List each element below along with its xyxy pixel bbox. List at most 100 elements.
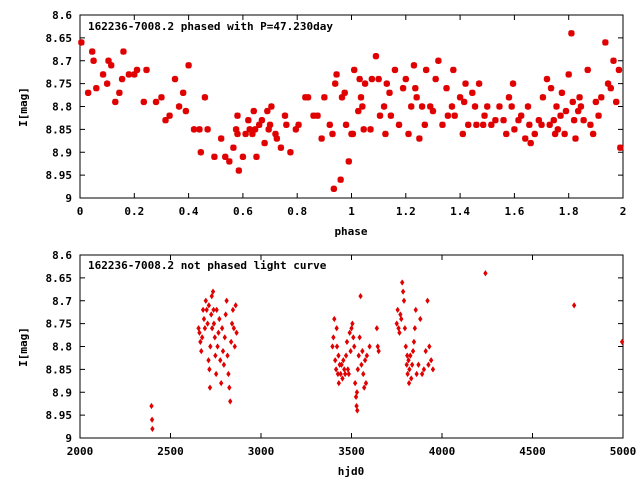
data-point [522,135,529,142]
data-point [229,320,235,327]
data-point [368,75,376,83]
data-point [223,311,228,318]
data-point [460,98,468,106]
data-point [277,144,285,151]
data-point [362,384,367,391]
data-point [333,71,340,78]
data-point [571,302,577,309]
data-point [400,279,405,286]
data-point [226,370,231,378]
data-point [421,366,427,373]
data-point [429,107,437,115]
data-point [357,94,365,101]
data-point [333,357,338,364]
data-point [342,121,350,128]
data-point [356,75,363,83]
data-point [517,112,525,119]
data-point [399,315,404,323]
data-point [206,302,212,309]
x-tick-label: 3500 [338,445,365,458]
data-point [347,329,352,336]
data-point [443,85,450,92]
data-point [224,297,229,304]
data-point [346,370,351,378]
data-point [412,85,419,92]
data-point [166,112,173,119]
data-point [414,370,419,378]
data-point [230,144,237,151]
data-point [354,389,360,396]
data-point [197,149,205,156]
x-tick-label: 0.2 [124,205,144,218]
data-point [216,329,221,336]
data-point [90,57,97,64]
data-point [361,80,369,87]
data-point [359,361,364,368]
data-point [375,75,382,83]
data-point [340,375,345,382]
data-point [432,75,439,83]
data-point [143,66,150,74]
data-point [553,103,560,110]
data-point [149,402,154,410]
data-point [93,85,100,92]
data-point [416,135,423,142]
data-point [358,293,363,300]
data-point [84,89,92,96]
y-tick-label: 8.85 [46,123,73,136]
data-point [568,30,575,37]
data-point [508,103,515,110]
data-point [488,121,495,128]
x-tick-label: 5000 [610,445,637,458]
data-point [342,366,347,373]
data-point [483,270,488,277]
data-point [444,112,452,119]
data-point [531,130,538,138]
data-point [354,402,359,410]
data-point [418,315,423,323]
data-point [198,338,203,346]
data-point [406,379,412,387]
data-point [230,306,236,314]
data-point [208,343,213,350]
data-point [310,112,317,119]
data-point [357,334,362,341]
data-point [246,126,253,133]
y-axis-ticks: 8.6 8.65 8.7 8.75 8.8 8.85 8.9 8.95 9 [46,9,623,205]
data-point [281,112,289,119]
data-point [201,94,209,101]
data-point [589,130,597,138]
x-tick-label: 4500 [519,445,546,458]
data-point [228,338,234,346]
data-point [295,121,302,128]
data-point [287,149,294,156]
x-tick-label: 1.4 [450,205,470,218]
data-point [408,103,415,110]
data-point [376,112,384,119]
x-axis-label: phase [334,225,367,238]
data-point [219,379,224,387]
data-point [219,325,225,332]
data-point [465,121,472,128]
data-point [352,343,357,350]
data-point [619,338,625,346]
data-point [471,103,479,110]
data-point [584,66,591,74]
data-point [569,98,576,106]
data-point [558,89,566,96]
data-point [337,176,344,183]
data-point [395,306,400,314]
data-point [339,361,344,368]
data-point [610,57,617,64]
data-point [462,80,469,87]
chart-title: 162236-7008.2 phased with P=47.230day [88,20,333,33]
data-point [350,320,355,327]
y-tick-label: 8.6 [52,9,72,22]
y-tick-label: 9 [65,432,72,445]
data-point [204,306,209,314]
data-point [253,153,260,161]
data-point [207,384,213,391]
y-tick-label: 8.8 [52,101,72,114]
data-point [475,80,483,87]
data-point [527,139,534,147]
